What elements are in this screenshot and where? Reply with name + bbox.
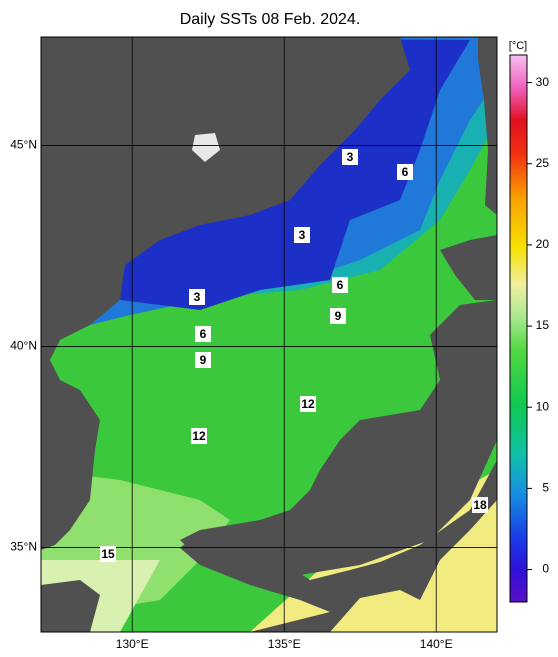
colorbar-unit: [°C] (509, 40, 527, 52)
contour-label: 9 (335, 309, 342, 323)
contour-label-box (195, 326, 211, 342)
contour-label-box (342, 149, 358, 165)
contour-label-box (330, 308, 346, 324)
land (41, 580, 100, 632)
colorbar (509, 54, 528, 603)
contour-label-box (332, 277, 348, 293)
y-tick-label: 40°N (10, 339, 37, 353)
contour-label: 3 (194, 290, 201, 304)
contour-label-box (195, 352, 211, 368)
map-frame (40, 36, 498, 633)
contour-label-box (472, 497, 488, 513)
land (41, 37, 410, 550)
land (440, 235, 497, 300)
contour-label-box (189, 289, 205, 305)
island (192, 133, 220, 162)
title: Daily SSTs 08 Feb. 2024. (180, 11, 361, 28)
colorbar-tick-label: 0 (542, 562, 549, 576)
contour-label: 3 (299, 228, 306, 242)
contour-label-box (300, 396, 316, 412)
contour-label-box (397, 164, 413, 180)
contour-label: 6 (337, 278, 344, 292)
colorbar-tick-label: 25 (536, 156, 550, 170)
colorbar-tick-label: 5 (542, 481, 549, 495)
land (478, 37, 497, 215)
contour-label: 18 (473, 498, 487, 512)
x-tick-label: 135°E (268, 637, 301, 651)
x-tick-label: 130°E (116, 637, 149, 651)
contour-label: 6 (402, 165, 409, 179)
y-tick-label: 35°N (10, 540, 37, 554)
land (180, 300, 497, 575)
contour-label: 3 (347, 150, 354, 164)
contour-label: 9 (200, 353, 207, 367)
colorbar-tick-label: 30 (536, 75, 550, 89)
colorbar-tick-label: 20 (536, 237, 550, 251)
colorbar-tick-label: 10 (536, 399, 550, 413)
colorbar-tick-label: 15 (536, 318, 550, 332)
contour-label-box (100, 546, 116, 562)
contour-label: 12 (301, 397, 315, 411)
map-area (41, 37, 497, 632)
y-tick-label: 45°N (10, 138, 37, 152)
contour-label-box (294, 227, 310, 243)
contour-label-box (191, 428, 207, 444)
contour-label: 15 (101, 547, 115, 561)
contour-label: 6 (200, 327, 207, 341)
contour-label: 12 (192, 429, 206, 443)
x-tick-label: 140°E (420, 637, 453, 651)
